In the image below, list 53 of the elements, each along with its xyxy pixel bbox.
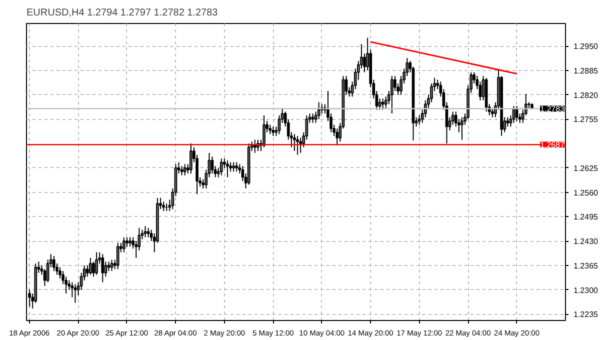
candlestick [378, 98, 382, 110]
candlestick [122, 236, 126, 253]
chart-title: EURUSD,H4 1.2794 1.2797 1.2782 1.2783 [26, 8, 218, 18]
candlestick [162, 201, 165, 212]
candlestick [253, 139, 256, 154]
candlestick [460, 116, 464, 140]
candlestick [210, 156, 214, 174]
candlestick [126, 236, 128, 248]
candlestick [116, 242, 120, 270]
y-tick-label: 1.2625 [574, 164, 599, 173]
candlestick [272, 126, 275, 136]
candlestick [232, 162, 235, 172]
ref-line-label: 1.2783 [540, 104, 566, 114]
y-tick-label: 1.2820 [574, 90, 599, 100]
y-tick-label: 1.2885 [574, 66, 599, 76]
candlestick [506, 116, 510, 128]
candlestick [390, 76, 394, 114]
candlestick [220, 158, 223, 176]
candlestick [144, 226, 147, 238]
y-tick-label: 1.2235 [574, 310, 599, 320]
candlestick [262, 114, 266, 148]
candlestick [104, 261, 108, 278]
y-tick-label: 1.2300 [574, 286, 599, 295]
ref-line-label: 1.2687 [540, 140, 566, 150]
candlestick [89, 257, 92, 276]
candlestick [146, 227, 150, 238]
candlestick [52, 256, 56, 272]
candlestick [268, 124, 272, 135]
candlestick [190, 143, 192, 174]
candlestick [299, 137, 302, 154]
y-tick-label: 1.2755 [574, 115, 599, 124]
candlestick [92, 261, 95, 278]
candlestick [336, 128, 339, 146]
candlestick [226, 160, 229, 178]
y-tick-label: 1.2495 [574, 212, 599, 222]
candlestick [128, 236, 132, 248]
candlestick [110, 259, 114, 272]
y-tick-label: 1.2430 [574, 237, 599, 246]
candlestick [394, 76, 396, 92]
candlestick [74, 284, 77, 304]
candlestick [86, 264, 89, 278]
y-tick-label: 1.2365 [574, 261, 599, 270]
y-tick-label: 1.2560 [574, 188, 599, 198]
candlestick [183, 164, 186, 176]
candlestick [235, 162, 238, 172]
candlestick [95, 252, 98, 276]
candlestick [491, 107, 494, 118]
candlestick [293, 134, 296, 152]
candlestick [317, 102, 320, 120]
candlestick [296, 136, 299, 156]
candlestick [101, 254, 104, 283]
candlestick [107, 261, 110, 272]
y-tick-label: 1.2950 [574, 42, 599, 51]
